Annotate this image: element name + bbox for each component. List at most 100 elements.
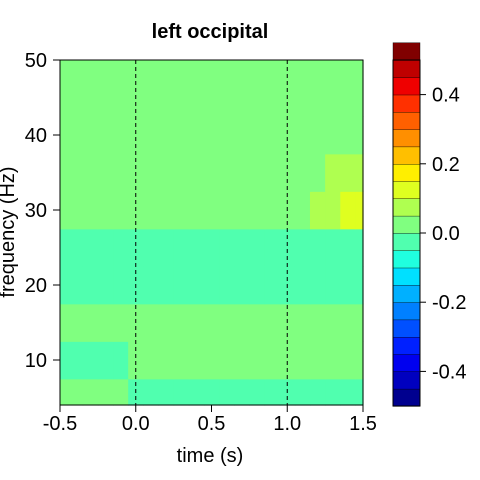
- heatmap-cell: [173, 153, 190, 192]
- heatmap-cell: [309, 341, 326, 380]
- heatmap-cell: [340, 153, 357, 192]
- heatmap-cell: [143, 191, 160, 230]
- heatmap-cell: [203, 153, 220, 192]
- heatmap-cell: [294, 341, 311, 380]
- heatmap-cell: [234, 228, 250, 267]
- heatmap-cell: [234, 341, 250, 380]
- heatmap-cell: [97, 341, 114, 380]
- heatmap-cell: [143, 303, 160, 342]
- heatmap-cell: [340, 191, 357, 230]
- colorbar-swatch: [392, 267, 421, 286]
- heatmap-cell: [60, 378, 69, 406]
- heatmap-cell: [355, 153, 364, 192]
- heatmap-cell: [60, 191, 69, 230]
- heatmap-cell: [173, 60, 190, 80]
- heatmap-cell: [279, 228, 296, 267]
- heatmap-cell: [82, 303, 99, 342]
- heatmap-cell: [203, 78, 220, 117]
- colorbar-swatch: [392, 42, 421, 61]
- y-axis-label: frequency (Hz): [0, 166, 19, 297]
- heatmap-cell: [219, 60, 235, 80]
- heatmap-cell: [158, 153, 175, 192]
- colorbar-tick-label: 0.2: [432, 154, 460, 176]
- heatmap-cell: [173, 266, 190, 305]
- heatmap-cell: [113, 116, 129, 155]
- colorbar-swatch: [392, 77, 421, 96]
- heatmap-cell: [60, 78, 69, 117]
- heatmap-cell: [249, 116, 266, 155]
- heatmap-cell: [234, 303, 250, 342]
- heatmap-cell: [264, 116, 281, 155]
- heatmap-cell: [203, 116, 220, 155]
- colorbar-tick-label: -0.2: [432, 292, 466, 314]
- heatmap-cell: [264, 303, 281, 342]
- y-tick-label: 20: [25, 275, 47, 297]
- colorbar-swatch: [392, 163, 421, 182]
- heatmap-cell: [234, 266, 250, 305]
- heatmap-cell: [340, 228, 357, 267]
- heatmap-cell: [97, 153, 114, 192]
- y-tick-label: 50: [25, 50, 47, 72]
- heatmap-cell: [128, 228, 144, 267]
- heatmap-cell: [294, 78, 311, 117]
- heatmap-cell: [82, 378, 99, 406]
- heatmap-cell: [203, 228, 220, 267]
- heatmap-cell: [143, 378, 160, 406]
- colorbar-swatch: [392, 198, 421, 217]
- heatmap-cell: [158, 228, 175, 267]
- heatmap-cell: [264, 60, 281, 80]
- heatmap-cell: [340, 78, 357, 117]
- heatmap-cell: [219, 191, 235, 230]
- heatmap-cell: [325, 191, 341, 230]
- heatmap-cell: [309, 153, 326, 192]
- heatmap-cell: [158, 303, 175, 342]
- heatmap-cell: [82, 191, 99, 230]
- colorbar: 0.4 0.2 0.0 -0.2 -0.4: [392, 42, 466, 407]
- heatmap-cell: [325, 341, 341, 380]
- heatmap-cell: [158, 78, 175, 117]
- heatmap-cell: [188, 78, 205, 117]
- heatmap-cell: [97, 228, 114, 267]
- heatmap-cell: [82, 341, 99, 380]
- heatmap-cell: [203, 266, 220, 305]
- heatmap-cell: [294, 153, 311, 192]
- heatmap-cell: [97, 60, 114, 80]
- heatmap-cell: [340, 378, 357, 406]
- heatmap-cell: [234, 378, 250, 406]
- heatmap-cell: [355, 191, 364, 230]
- heatmap-cell: [234, 153, 250, 192]
- heatmap-cell: [219, 78, 235, 117]
- heatmap-cell: [325, 60, 341, 80]
- colorbar-swatch: [392, 319, 421, 338]
- heatmap-cell: [60, 228, 69, 267]
- heatmap-cell: [279, 116, 296, 155]
- heatmap-cell: [249, 266, 266, 305]
- heatmap-cell: [173, 116, 190, 155]
- heatmap-cell: [234, 191, 250, 230]
- heatmap-cell: [113, 378, 129, 406]
- heatmap-cell: [234, 116, 250, 155]
- heatmap-cell: [173, 191, 190, 230]
- y-tick-label: 30: [25, 200, 47, 222]
- heatmap-cell: [67, 266, 84, 305]
- heatmap-cell: [82, 266, 99, 305]
- colorbar-swatch: [392, 215, 421, 234]
- heatmap-cell: [309, 303, 326, 342]
- colorbar-swatch: [392, 94, 421, 113]
- heatmap-cell: [173, 228, 190, 267]
- colorbar-tick-label: 0.0: [432, 223, 460, 245]
- heatmap-cell: [67, 378, 84, 406]
- heatmap-cell: [158, 60, 175, 80]
- heatmap-cell: [219, 116, 235, 155]
- heatmap-cell: [309, 78, 326, 117]
- heatmap-cell: [60, 266, 69, 305]
- x-axis-label: time (s): [177, 445, 244, 467]
- heatmap-cell: [82, 116, 99, 155]
- heatmap-cell: [294, 228, 311, 267]
- heatmap-cell: [113, 153, 129, 192]
- heatmap-cell: [158, 378, 175, 406]
- heatmap-cell: [325, 228, 341, 267]
- heatmap-cell: [203, 378, 220, 406]
- heatmap-cell: [294, 266, 311, 305]
